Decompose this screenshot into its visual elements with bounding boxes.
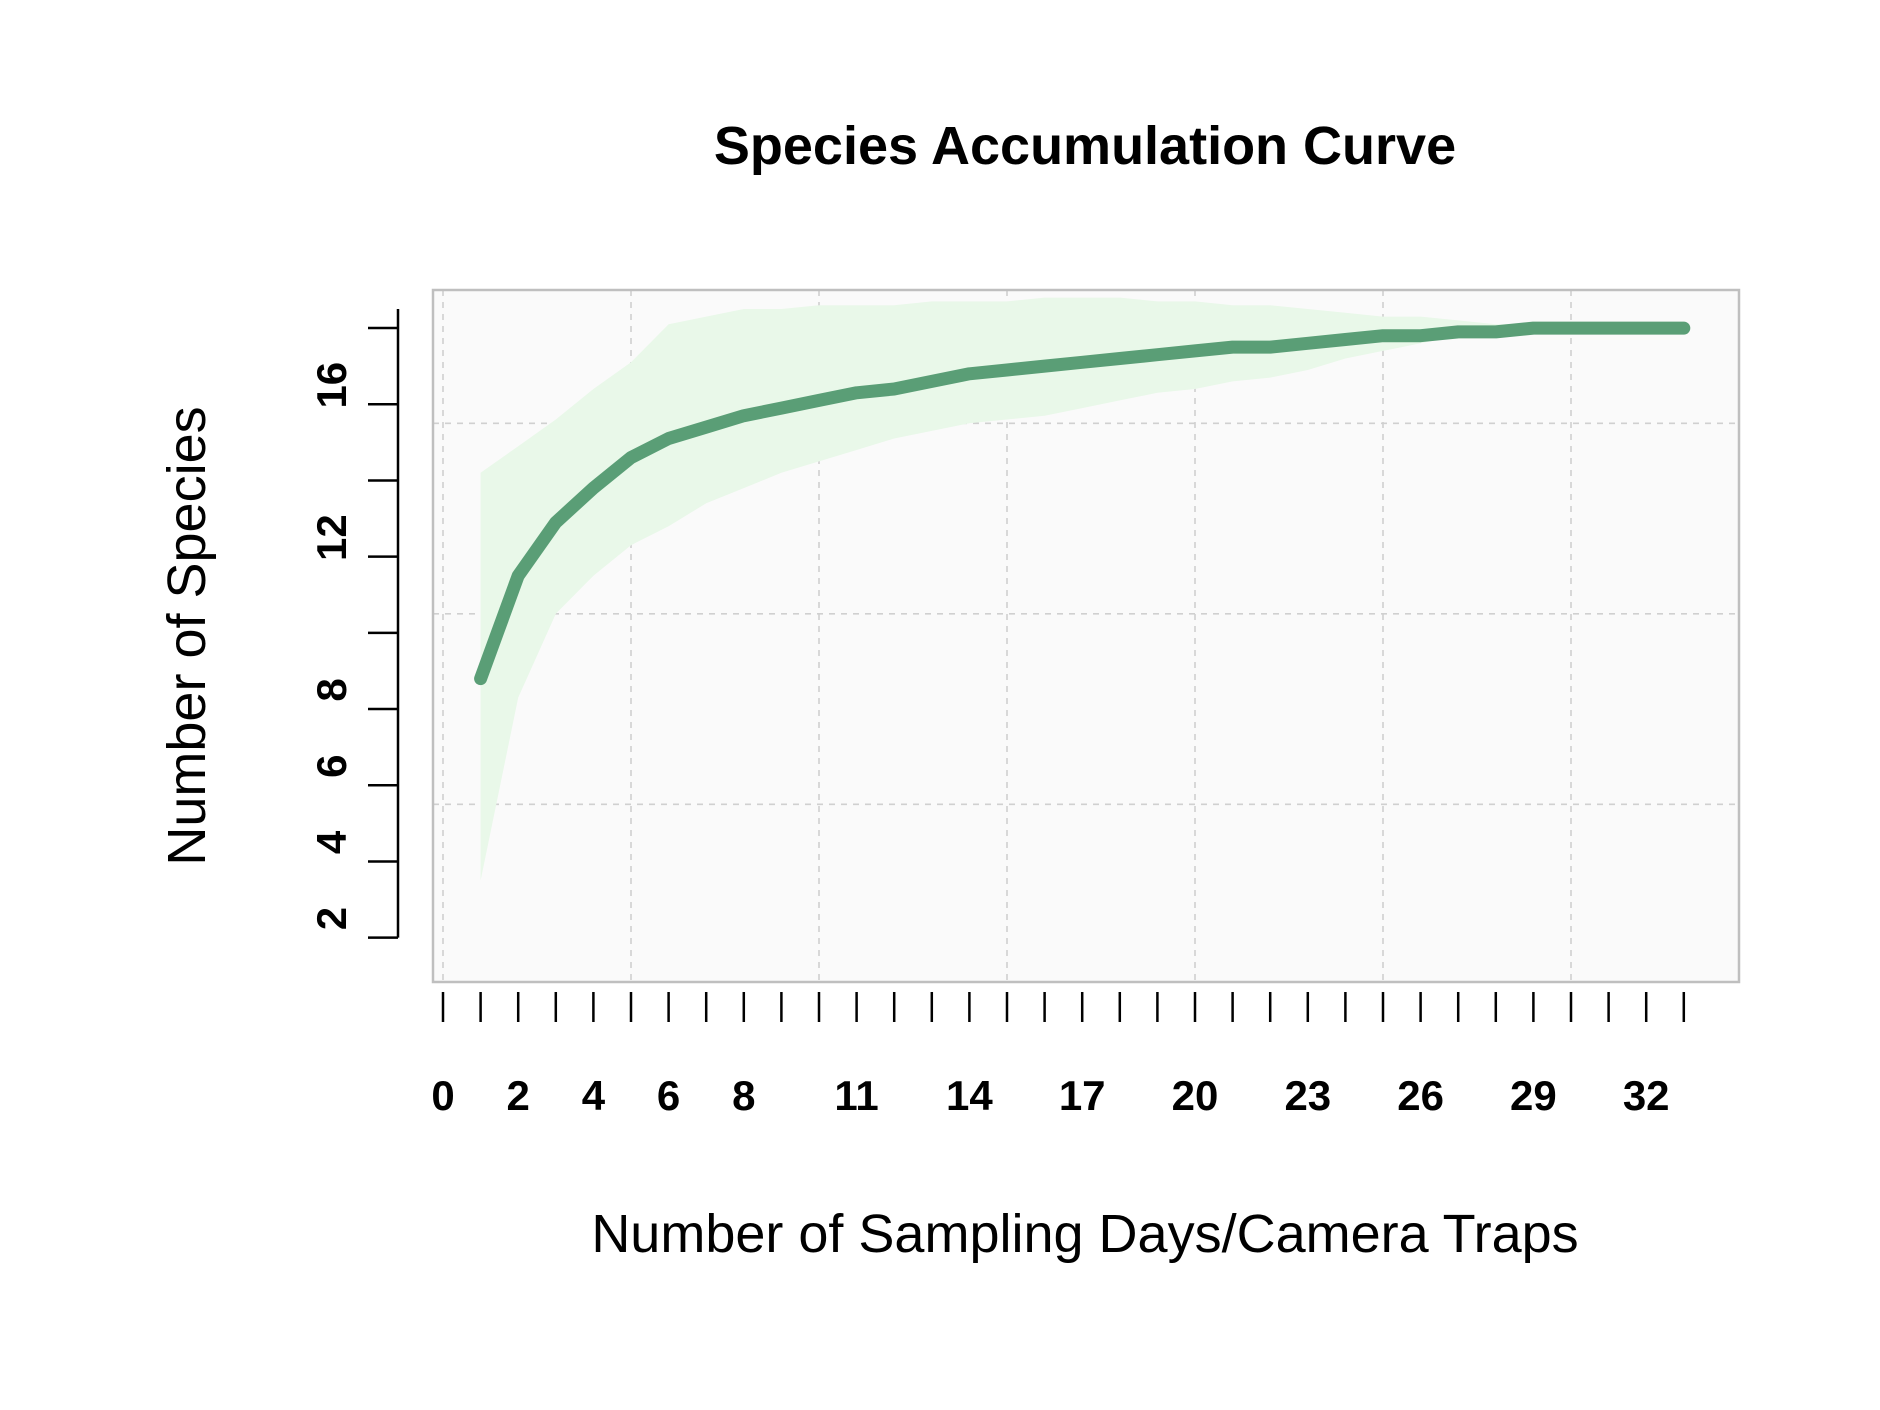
y-tick-label-4: 12 <box>308 514 355 561</box>
x-tick-label-12: 32 <box>1623 1072 1670 1119</box>
x-tick-label-11: 29 <box>1510 1072 1557 1119</box>
x-axis-label: Number of Sampling Days/Camera Traps <box>591 1204 1578 1264</box>
accumulation-curve <box>474 321 1691 686</box>
x-tick-label-0: 0 <box>431 1072 454 1119</box>
y-axis-label: Number of Species <box>157 406 217 865</box>
y-tick-label-1: 4 <box>308 830 355 854</box>
x-axis: 0 2 4 6 8 11 14 17 20 23 26 29 32 <box>431 992 1686 1119</box>
y-tick-label-2: 6 <box>308 755 355 778</box>
x-tick-label-7: 17 <box>1059 1072 1106 1119</box>
x-tick-label-10: 26 <box>1397 1072 1444 1119</box>
chart-title: Species Accumulation Curve <box>714 116 1456 176</box>
y-tick-label-5: 16 <box>308 362 355 409</box>
x-tick-label-2: 4 <box>582 1072 606 1119</box>
y-axis: 2 4 6 8 12 16 <box>308 309 400 939</box>
x-tick-label-4: 8 <box>732 1072 755 1119</box>
x-tick-label-6: 14 <box>946 1072 993 1119</box>
x-tick-label-5: 11 <box>834 1072 878 1119</box>
x-tick-label-8: 20 <box>1172 1072 1219 1119</box>
x-tick-label-3: 6 <box>657 1072 680 1119</box>
x-tick-label-1: 2 <box>507 1072 530 1119</box>
plot-frame <box>431 288 1741 984</box>
grid-lines <box>433 290 1739 982</box>
y-tick-label-3: 8 <box>308 678 355 701</box>
y-tick-label-0: 2 <box>308 907 355 930</box>
confidence-band <box>480 297 1684 881</box>
x-tick-label-9: 23 <box>1284 1072 1331 1119</box>
